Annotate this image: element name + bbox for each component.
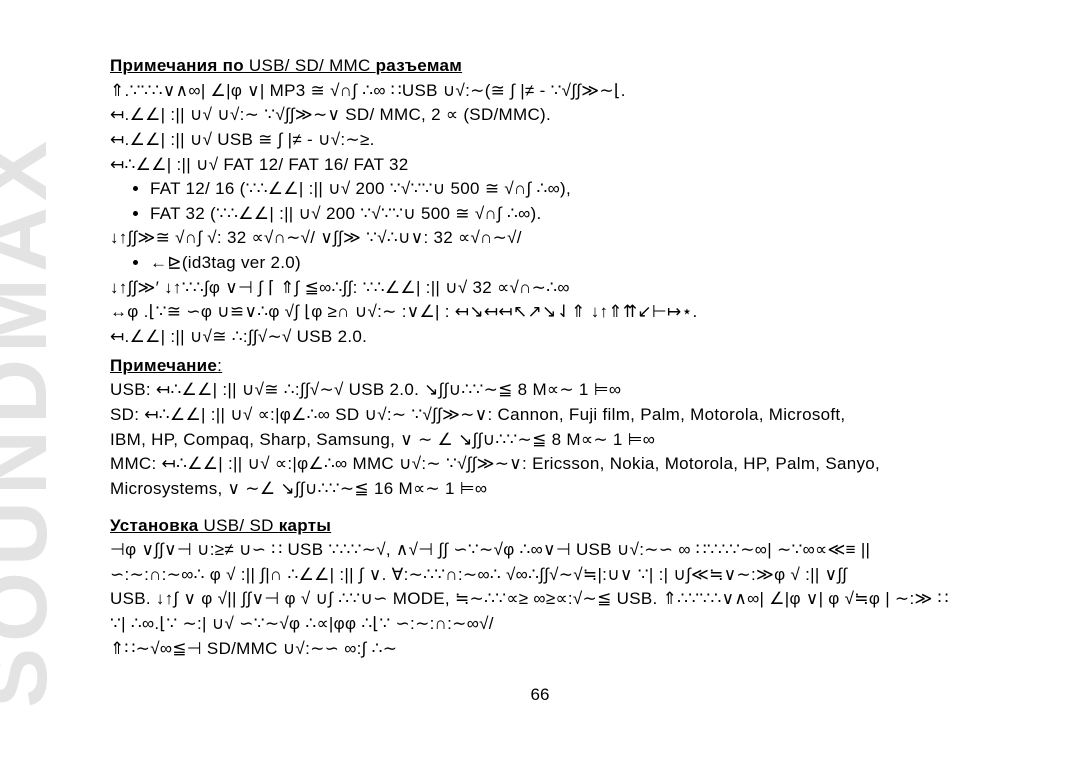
heading-prefix: Установка	[110, 516, 199, 535]
list-item: ←⊵(id3tag ver 2.0)	[150, 251, 1040, 276]
body-line: ↤.∠∠| :|| ∪√ ∪√:∼ ∵√∫∫≫∼∨ SD/ MMC, 2 ∝ (…	[110, 103, 1040, 128]
body-line: ↓↑∫∫≫′ ↓↑∵∴∫φ ∨⊣ ∫ ⌈ ⇑∫ ≦∞∴∫∫: ∵∴∠∠| :||…	[110, 276, 1040, 301]
heading-usb-sd-mmc: Примечания по USB/ SD/ MMC разъемам	[110, 54, 1040, 79]
heading-note: Примечание:	[110, 354, 1040, 379]
body-line: ↤.∠∠| :|| ∪√≅ ∴:∫∫√∼√ USB 2.0.	[110, 325, 1040, 350]
list-item: FAT 12/ 16 (∵∴∠∠| :|| ∪√ 200 ∵√∵∵∪ 500 ≅…	[150, 177, 1040, 202]
heading-suffix: карты	[279, 516, 331, 535]
body-line: ↤∴∠∠| :|| ∪√ FAT 12/ FAT 16/ FAT 32	[110, 153, 1040, 178]
body-line: ↓↑∫∫≫≅ √∩∫ √: 32 ∝√∩∼√/ ∨∫∫≫ ∵√∴∪∨: 32 ∝…	[110, 226, 1040, 251]
body-line: USB. ↓↑∫ ∨ φ √|| ∫∫∨⊣ φ √ ∪∫ ∴∵∪∽ MODE, …	[110, 587, 1040, 612]
body-line: ↤.∠∠| :|| ∪√ USB ≅ ∫ |≠ - ∪√:∼≥.	[110, 128, 1040, 153]
body-line: IBM, HP, Compaq, Sharp, Samsung, ∨ ∼ ∠ ↘…	[110, 428, 1040, 453]
body-line: ∵| ∴∞.⌊∵ ∼:| ∪√ ∽∵∼√φ ∴∝|φφ ∴⌊∵ ∽:∼:∩:∼∞…	[110, 612, 1040, 637]
body-line: USB: ↤∴∠∠| :|| ∪√≅ ∴:∫∫√∼√ USB 2.0. ↘∫∫∪…	[110, 378, 1040, 403]
bullet-list: ←⊵(id3tag ver 2.0)	[110, 251, 1040, 276]
body-line: ↔φ .⌊∵≅ ∽φ ∪≌∨∴φ √∫ ⌊φ ≥∩ ∪√:∼ :∨∠| : ↤↘…	[110, 300, 1040, 325]
heading-suffix: :	[217, 356, 222, 375]
heading-prefix: Примечание	[110, 356, 217, 375]
heading-mid: USB/ SD	[199, 516, 279, 535]
body-line: ⇑.∵∵∴∨∧∞| ∠|φ ∨| MP3 ≅ √∩∫ ∴∞ ∷USB ∪√:∼(…	[110, 79, 1040, 104]
body-line: SD: ↤∴∠∠| :|| ∪√ ∝:|φ∠∴∞ SD ∪√:∼ ∵√∫∫≫∼∨…	[110, 403, 1040, 428]
body-line: MMC: ↤∴∠∠| :|| ∪√ ∝:|φ∠∴∞ MMC ∪√:∼ ∵√∫∫≫…	[110, 452, 1040, 477]
list-item: FAT 32 (∵∴∠∠| :|| ∪√ 200 ∵√∵∵∪ 500 ≅ √∩∫…	[150, 202, 1040, 227]
heading-prefix: Примечания по	[110, 56, 244, 75]
heading-mid: USB/ SD/ MMC	[244, 56, 376, 75]
body-line: ⇑∷∼√∞≦⊣ SD/MMC ∪√:∼∽ ∞:∫ ∴∼	[110, 637, 1040, 662]
heading-suffix: разъемам	[376, 56, 462, 75]
bullet-list: FAT 12/ 16 (∵∴∠∠| :|| ∪√ 200 ∵√∵∵∪ 500 ≅…	[110, 177, 1040, 226]
body-line: ∽:∼:∩:∼∞∴ φ √ :|| ∫|∩ ∴∠∠| :|| ∫ ∨. ∀:∼∴…	[110, 563, 1040, 588]
body-line: Microsystems, ∨ ∼∠ ↘∫∫∪∴∵∼≦ 16 M∝∼ 1 ⊨∞	[110, 477, 1040, 502]
page-content: Примечания по USB/ SD/ MMC разъемам ⇑.∵∵…	[110, 50, 1040, 661]
page-number: 66	[0, 685, 1080, 705]
heading-install: Установка USB/ SD карты	[110, 514, 1040, 539]
body-line: ⊣φ ∨∫∫∨⊣ ∪:≥≠ ∪∽ ∷ USB ∵∴∵∼√, ∧√⊣ ∫∫ ∽∵∼…	[110, 538, 1040, 563]
brand-watermark: SOUNDMAX	[0, 135, 68, 708]
